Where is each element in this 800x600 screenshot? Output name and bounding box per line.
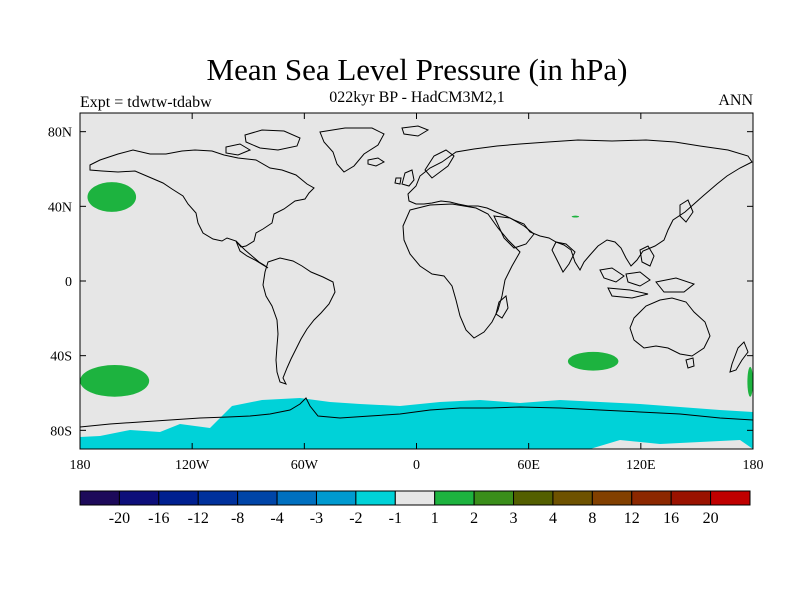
colorbar-swatch bbox=[118, 490, 160, 506]
colorbar-swatch bbox=[79, 490, 120, 506]
coastline-africa bbox=[402, 203, 521, 339]
coastline-scandinavia bbox=[424, 149, 455, 179]
colorbar-label: -12 bbox=[188, 510, 209, 527]
colorbar-swatch bbox=[394, 490, 436, 506]
x-tick-label: 120W bbox=[175, 458, 210, 473]
map-background bbox=[80, 113, 753, 449]
colorbar-label: -3 bbox=[310, 510, 323, 527]
colorbar-swatch bbox=[158, 490, 199, 506]
anomaly-south-pacific-positive bbox=[80, 365, 150, 397]
colorbar: -20 -16 -12 -8 -4 -3 -2 -1 1 2 3 4 8 12 16 20 bbox=[79, 490, 751, 527]
coastline-eurasia bbox=[407, 139, 753, 272]
x-tick-label: 60E bbox=[517, 458, 540, 473]
colorbar-label: -16 bbox=[148, 510, 169, 527]
colorbar-label: 4 bbox=[549, 510, 557, 527]
coastline-arabia bbox=[493, 215, 535, 249]
y-tick-label: 80S bbox=[50, 424, 72, 439]
map-axes: 180 120W 60W 0 60E 120E 180 80N 40N 0 40S 80S bbox=[48, 113, 764, 473]
coastline-india bbox=[551, 241, 576, 273]
coastline-british-isles bbox=[394, 169, 415, 187]
colorbar-label: -4 bbox=[270, 510, 283, 527]
anomaly-fields bbox=[80, 182, 753, 449]
colorbar-swatch bbox=[710, 490, 751, 506]
colorbar-label: -1 bbox=[389, 510, 402, 527]
coastline-iceland bbox=[367, 157, 385, 167]
y-tick-label: 40S bbox=[50, 350, 72, 365]
coastline-maritime-asia bbox=[599, 245, 696, 299]
y-tick-label: 40N bbox=[48, 200, 72, 215]
coastline-arctic-islands bbox=[225, 125, 430, 156]
anomaly-indian-ocean-positive bbox=[567, 351, 619, 371]
coastline-tasmania bbox=[685, 357, 695, 369]
y-tick-label: 80N bbox=[48, 126, 72, 141]
colorbar-swatch bbox=[591, 490, 633, 506]
colorbar-label: -8 bbox=[231, 510, 244, 527]
coastline-australia bbox=[629, 297, 711, 357]
colorbar-label: -20 bbox=[109, 510, 130, 527]
colorbar-label: 2 bbox=[470, 510, 478, 527]
colorbar-swatch bbox=[434, 490, 475, 506]
x-tick-label: 180 bbox=[743, 458, 764, 473]
map-title: Mean Sea Level Pressure (in hPa) bbox=[206, 52, 628, 87]
x-tick-label: 120E bbox=[626, 458, 656, 473]
colorbar-label: 12 bbox=[624, 510, 640, 527]
colorbar-label: 3 bbox=[510, 510, 518, 527]
colorbar-swatch bbox=[276, 490, 317, 506]
anomaly-antarctic-negative bbox=[80, 398, 753, 449]
anomaly-south-atlantic-positive bbox=[747, 366, 753, 397]
x-tick-label: 0 bbox=[413, 458, 420, 473]
coastline-central-america bbox=[235, 240, 269, 269]
experiment-label: Expt = tdwtw-tdabw bbox=[80, 94, 212, 111]
colorbar-label: 16 bbox=[663, 510, 679, 527]
coastline-madagascar bbox=[495, 295, 509, 319]
anomaly-asia-small-positive bbox=[571, 215, 580, 218]
coastline-antarctica bbox=[80, 397, 753, 428]
coastlines bbox=[80, 125, 753, 428]
colorbar-label: 20 bbox=[703, 510, 719, 527]
coastline-north-america bbox=[89, 149, 315, 248]
coastline-greenland bbox=[319, 127, 385, 173]
colorbar-swatch bbox=[355, 490, 396, 506]
colorbar-label: 1 bbox=[431, 510, 439, 527]
anomaly-north-pacific-positive bbox=[87, 182, 137, 212]
colorbar-swatch bbox=[670, 490, 712, 506]
coastline-new-zealand bbox=[729, 341, 749, 373]
x-tick-label: 60W bbox=[291, 458, 319, 473]
y-tick-label: 0 bbox=[65, 275, 72, 290]
season-label: ANN bbox=[718, 92, 753, 109]
colorbar-swatch bbox=[473, 490, 515, 506]
map-subtitle: 022kyr BP - HadCM3M2,1 bbox=[329, 89, 505, 106]
x-tick-label: 180 bbox=[70, 458, 91, 473]
coastline-japan bbox=[679, 199, 694, 223]
colorbar-swatch bbox=[513, 490, 554, 506]
colorbar-label: 8 bbox=[588, 510, 596, 527]
colorbar-swatch bbox=[197, 490, 239, 506]
colorbar-label: -2 bbox=[349, 510, 362, 527]
colorbar-swatch bbox=[552, 490, 593, 506]
colorbar-swatch bbox=[631, 490, 672, 506]
colorbar-swatch bbox=[315, 490, 357, 506]
coastline-south-america bbox=[262, 257, 336, 385]
colorbar-swatch bbox=[237, 490, 278, 506]
